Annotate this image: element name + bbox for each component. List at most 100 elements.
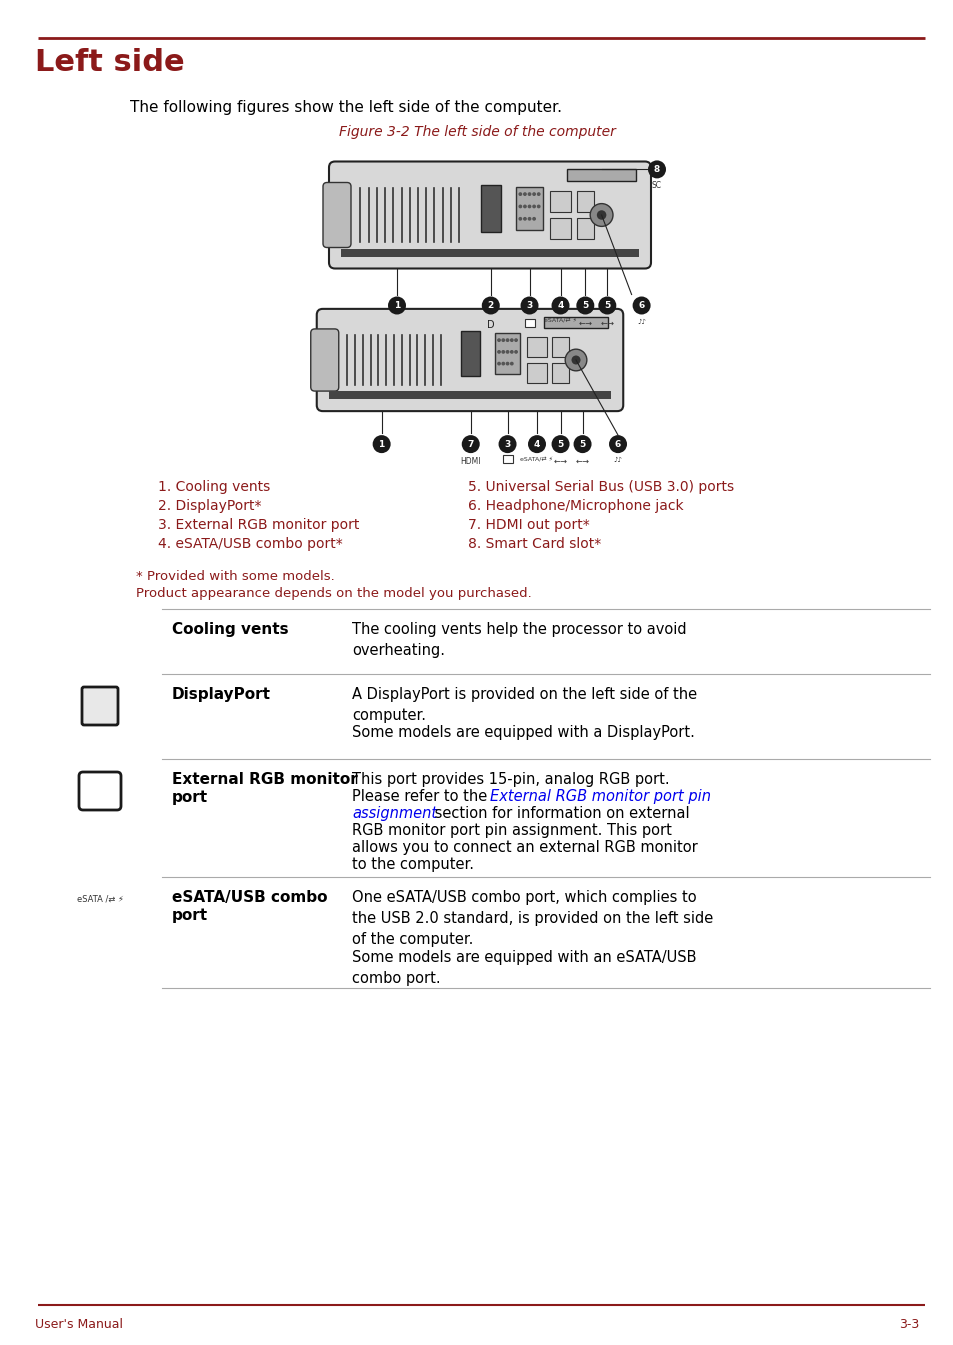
Circle shape <box>510 362 513 364</box>
Text: 4. eSATA/USB combo port*: 4. eSATA/USB combo port* <box>158 537 342 551</box>
Text: 1. Cooling vents: 1. Cooling vents <box>158 480 270 494</box>
Bar <box>516 187 542 230</box>
Text: ←→: ←→ <box>599 319 614 327</box>
Text: Some models are equipped with a DisplayPort.: Some models are equipped with a DisplayP… <box>352 725 694 740</box>
Circle shape <box>518 218 521 221</box>
Text: eSATA/⇄ ⚡: eSATA/⇄ ⚡ <box>543 319 577 324</box>
Circle shape <box>497 339 499 342</box>
Bar <box>527 363 546 382</box>
Text: ♪♪: ♪♪ <box>637 319 645 324</box>
Text: 3: 3 <box>504 440 510 449</box>
Text: D: D <box>486 320 494 331</box>
FancyBboxPatch shape <box>79 772 121 810</box>
Text: 5: 5 <box>581 301 588 309</box>
Text: Some models are equipped with an eSATA/USB
combo port.: Some models are equipped with an eSATA/U… <box>352 950 696 986</box>
Text: eSATA /⇄ ⚡: eSATA /⇄ ⚡ <box>76 894 123 902</box>
Text: Cooling vents: Cooling vents <box>172 621 289 638</box>
Bar <box>567 169 635 180</box>
Text: A DisplayPort is provided on the left side of the
computer.: A DisplayPort is provided on the left si… <box>352 687 697 724</box>
Bar <box>552 363 568 382</box>
Circle shape <box>608 436 626 453</box>
Bar <box>543 316 608 328</box>
Text: External RGB monitor port pin: External RGB monitor port pin <box>490 790 710 804</box>
Bar <box>524 319 534 327</box>
Circle shape <box>528 206 530 207</box>
Text: 3-3: 3-3 <box>898 1318 918 1332</box>
Text: 7: 7 <box>467 440 474 449</box>
Circle shape <box>590 203 613 226</box>
Circle shape <box>632 296 650 315</box>
Text: Figure 3-2 The left side of the computer: Figure 3-2 The left side of the computer <box>338 125 615 139</box>
Text: 3. External RGB monitor port: 3. External RGB monitor port <box>158 518 359 533</box>
Text: 5: 5 <box>557 440 563 449</box>
Circle shape <box>533 206 535 207</box>
Circle shape <box>576 296 594 315</box>
Text: 5. Universal Serial Bus (USB 3.0) ports: 5. Universal Serial Bus (USB 3.0) ports <box>468 480 734 494</box>
Circle shape <box>551 296 569 315</box>
Text: D: D <box>88 691 112 720</box>
Circle shape <box>497 362 499 364</box>
Circle shape <box>573 436 591 453</box>
Text: RGB monitor port pin assignment. This port: RGB monitor port pin assignment. This po… <box>352 823 671 838</box>
Text: 2: 2 <box>487 301 494 309</box>
FancyBboxPatch shape <box>316 309 622 412</box>
Circle shape <box>520 296 537 315</box>
Circle shape <box>571 355 580 364</box>
Text: Product appearance depends on the model you purchased.: Product appearance depends on the model … <box>136 586 531 600</box>
Text: This port provides 15-pin, analog RGB port.: This port provides 15-pin, analog RGB po… <box>352 772 669 787</box>
Bar <box>527 338 546 358</box>
Text: 6: 6 <box>615 440 620 449</box>
Circle shape <box>501 339 504 342</box>
Text: section for information on external: section for information on external <box>430 806 689 820</box>
Text: 8: 8 <box>653 165 659 174</box>
Bar <box>550 191 570 213</box>
Circle shape <box>537 192 539 195</box>
Text: eSATA/⇄ ⚡: eSATA/⇄ ⚡ <box>520 457 553 463</box>
Bar <box>495 334 519 374</box>
Circle shape <box>497 351 499 354</box>
Text: One eSATA/USB combo port, which complies to
the USB 2.0 standard, is provided on: One eSATA/USB combo port, which complies… <box>352 890 713 947</box>
Circle shape <box>533 218 535 221</box>
Text: ♪♪: ♪♪ <box>613 457 622 463</box>
Circle shape <box>506 339 508 342</box>
FancyBboxPatch shape <box>311 330 338 391</box>
Text: The cooling vents help the processor to avoid
overheating.: The cooling vents help the processor to … <box>352 621 686 658</box>
FancyBboxPatch shape <box>323 183 351 247</box>
Bar <box>340 249 639 257</box>
Bar <box>329 391 611 399</box>
Circle shape <box>481 296 499 315</box>
Circle shape <box>461 436 479 453</box>
Text: The following figures show the left side of the computer.: The following figures show the left side… <box>130 100 561 116</box>
Circle shape <box>515 339 517 342</box>
Circle shape <box>501 351 504 354</box>
Circle shape <box>528 218 530 221</box>
Circle shape <box>527 436 545 453</box>
Circle shape <box>506 351 508 354</box>
Circle shape <box>518 192 521 195</box>
Text: 1: 1 <box>394 301 399 309</box>
Circle shape <box>388 296 406 315</box>
Circle shape <box>510 351 513 354</box>
Circle shape <box>528 192 530 195</box>
Text: allows you to connect an external RGB monitor: allows you to connect an external RGB mo… <box>352 841 697 855</box>
FancyBboxPatch shape <box>82 687 118 725</box>
Text: 5: 5 <box>603 301 610 309</box>
Bar <box>502 455 512 463</box>
Bar <box>552 338 568 358</box>
Text: 4: 4 <box>534 440 539 449</box>
FancyBboxPatch shape <box>329 161 650 269</box>
Text: User's Manual: User's Manual <box>35 1318 123 1332</box>
Bar <box>577 191 593 213</box>
Text: 2. DisplayPort*: 2. DisplayPort* <box>158 499 261 512</box>
Circle shape <box>537 206 539 207</box>
Text: 8. Smart Card slot*: 8. Smart Card slot* <box>468 537 600 551</box>
Bar <box>480 184 500 233</box>
Text: to the computer.: to the computer. <box>352 857 474 872</box>
Text: assignment: assignment <box>352 806 436 820</box>
Text: port: port <box>172 790 208 806</box>
Circle shape <box>523 218 526 221</box>
Circle shape <box>564 350 586 371</box>
Circle shape <box>373 436 390 453</box>
Text: * Provided with some models.: * Provided with some models. <box>136 570 335 582</box>
Bar <box>460 331 479 377</box>
